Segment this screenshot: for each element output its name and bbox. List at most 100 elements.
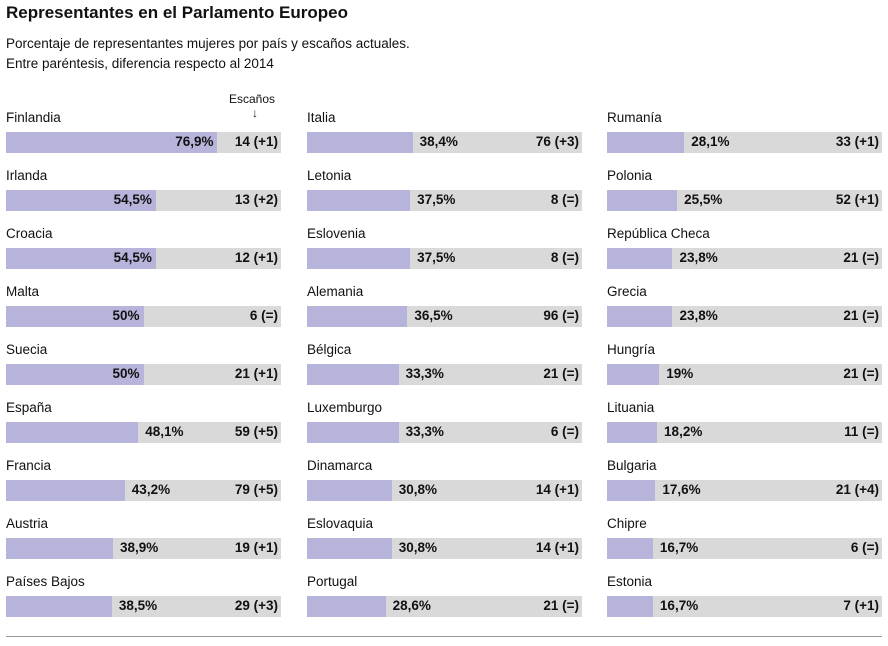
percent-label: 25,5%	[684, 192, 723, 207]
seats-label: 19 (+1)	[234, 540, 278, 555]
country-label: Alemania	[307, 284, 364, 299]
bar-track: 17,6% 21 (+4)	[607, 480, 882, 501]
bar-fill	[6, 306, 144, 327]
country-label: Austria	[6, 516, 49, 531]
seats-header: Escaños	[229, 92, 276, 106]
bar-track: 38,5% 29 (+3)	[6, 596, 281, 617]
bar-track: 16,7% 6 (=)	[607, 538, 882, 559]
bar-row: Hungría 19% 21 (=)	[607, 342, 882, 400]
country-label: Eslovaquia	[307, 516, 374, 531]
bar-row: Suecia 50% 21 (+1)	[6, 342, 281, 400]
column-1: Finlandia 76,9% 14 (+1) Irlanda 54,5% 13 …	[6, 110, 281, 632]
country-label: Países Bajos	[6, 574, 85, 589]
arrow-down-icon: ↓	[252, 106, 258, 120]
bar-track: 38,9% 19 (+1)	[6, 538, 281, 559]
bar-fill	[6, 480, 125, 501]
bar-row: Luxemburgo 33,3% 6 (=)	[307, 400, 582, 458]
seats-label: 21 (=)	[843, 250, 879, 265]
seats-label: 11 (=)	[844, 424, 879, 439]
percent-label: 48,1%	[145, 424, 184, 439]
percent-label: 17,6%	[662, 482, 701, 497]
country-label: Bélgica	[307, 342, 352, 357]
bar-row: Finlandia 76,9% 14 (+1)	[6, 110, 281, 168]
seats-label: 14 (+1)	[535, 540, 579, 555]
seats-label: 8 (=)	[550, 250, 579, 265]
bar-fill	[607, 132, 685, 153]
bar-row: República Checa 23,8% 21 (=)	[607, 226, 882, 284]
bar-fill	[607, 190, 678, 211]
country-label: Letonia	[307, 168, 352, 183]
bar-track: 48,1% 59 (+5)	[6, 422, 281, 443]
bar-track: 16,7% 7 (+1)	[607, 596, 882, 617]
bar-fill	[607, 596, 653, 617]
percent-label: 38,4%	[419, 134, 458, 149]
bar-track: 23,8% 21 (=)	[607, 306, 882, 327]
percent-label: 30,8%	[398, 540, 437, 555]
bar-fill	[307, 596, 386, 617]
seats-label: 21 (=)	[543, 598, 579, 613]
bar-row: Italia 38,4% 76 (+3)	[307, 110, 582, 168]
bar-fill	[307, 422, 399, 443]
seats-label: 6 (=)	[850, 540, 879, 555]
country-label: Finlandia	[6, 110, 61, 125]
percent-label: 23,8%	[679, 250, 718, 265]
bar-fill	[6, 596, 112, 617]
country-label: Lituania	[607, 400, 655, 415]
bar-track: 28,1% 33 (+1)	[607, 132, 882, 153]
percent-label: 36,5%	[414, 308, 453, 323]
bar-track: 28,6% 21 (=)	[307, 596, 582, 617]
bar-fill	[6, 190, 156, 211]
percent-label: 38,5%	[118, 598, 158, 613]
seats-label: 96 (=)	[543, 308, 579, 323]
bar-track: 30,8% 14 (+1)	[307, 480, 582, 501]
bar-row: Polonia 25,5% 52 (+1)	[607, 168, 882, 226]
seats-label: 14 (+1)	[535, 482, 579, 497]
seats-label: 21 (=)	[843, 308, 879, 323]
bar-track: 33,3% 21 (=)	[307, 364, 582, 385]
bar-row: Alemania 36,5% 96 (=)	[307, 284, 582, 342]
bar-track: 54,5% 13 (+2)	[6, 190, 281, 211]
seats-label: 14 (+1)	[234, 134, 278, 149]
percent-label: 38,9%	[119, 540, 159, 555]
bar-track: 54,5% 12 (+1)	[6, 248, 281, 269]
bar-row: Dinamarca 30,8% 14 (+1)	[307, 458, 582, 516]
percent-label: 30,8%	[398, 482, 437, 497]
percent-label: 43,2%	[131, 482, 171, 497]
bar-row: Bélgica 33,3% 21 (=)	[307, 342, 582, 400]
percent-label: 33,3%	[405, 366, 444, 381]
bar-track: 30,8% 14 (+1)	[307, 538, 582, 559]
bar-fill	[607, 538, 653, 559]
country-label: Irlanda	[6, 168, 48, 183]
percent-label: 33,3%	[405, 424, 444, 439]
bar-track: 18,2% 11 (=)	[607, 422, 882, 443]
country-label: Italia	[307, 110, 336, 125]
country-label: Rumanía	[607, 110, 662, 125]
bar-track: 36,5% 96 (=)	[307, 306, 582, 327]
bar-track: 19% 21 (=)	[607, 364, 882, 385]
bar-row: Chipre 16,7% 6 (=)	[607, 516, 882, 574]
seats-label: 13 (+2)	[234, 192, 278, 207]
percent-label: 76,9%	[175, 134, 214, 149]
bar-fill	[6, 364, 144, 385]
percent-label: 18,2%	[664, 424, 703, 439]
bar-fill	[307, 190, 411, 211]
country-label: República Checa	[607, 226, 710, 241]
bar-row: Malta 50% 6 (=)	[6, 284, 281, 342]
country-label: Estonia	[607, 574, 653, 589]
bar-row: Austria 38,9% 19 (+1)	[6, 516, 281, 574]
country-label: Polonia	[607, 168, 653, 183]
bar-fill	[6, 538, 113, 559]
bar-fill	[307, 538, 392, 559]
subtitle-line-2: Entre paréntesis, diferencia respecto al…	[6, 56, 274, 71]
seats-label: 12 (+1)	[234, 250, 278, 265]
country-label: Dinamarca	[307, 458, 373, 473]
bar-fill	[307, 306, 408, 327]
percent-label: 16,7%	[659, 598, 699, 613]
bar-track: 37,5% 8 (=)	[307, 190, 582, 211]
bar-row: Países Bajos 38,5% 29 (+3)	[6, 574, 281, 632]
country-label: Chipre	[607, 516, 647, 531]
bar-track: 33,3% 6 (=)	[307, 422, 582, 443]
country-label: Bulgaria	[607, 458, 657, 473]
bar-fill	[607, 422, 658, 443]
